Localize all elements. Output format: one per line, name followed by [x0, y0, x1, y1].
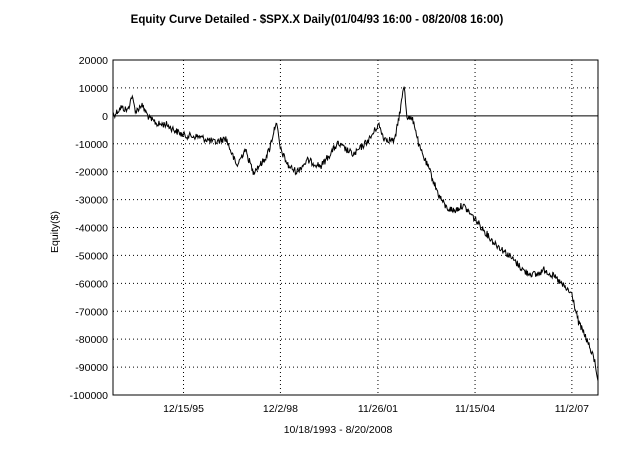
x-tick-label: 12/15/95 — [163, 403, 204, 415]
y-tick-label: -30000 — [75, 195, 108, 207]
x-axis-label: 10/18/1993 - 8/20/2008 — [284, 424, 393, 436]
grid-lines — [113, 60, 598, 395]
x-tick-label: 11/15/04 — [455, 403, 495, 415]
y-tick-label: -10000 — [75, 139, 108, 151]
y-tick-label: -20000 — [75, 167, 108, 179]
equity-curve-line — [112, 86, 599, 382]
y-tick-label: 20000 — [79, 55, 108, 67]
x-tick-label: 11/2/07 — [555, 403, 589, 415]
y-tick-label: -80000 — [75, 334, 108, 346]
y-axis-label: Equity($) — [49, 211, 61, 253]
x-tick-label: 11/26/01 — [358, 403, 398, 415]
y-tick-label: -40000 — [75, 223, 108, 235]
y-tick-label: 0 — [102, 111, 108, 123]
y-tick-label: -70000 — [75, 306, 108, 318]
y-tick-label: -60000 — [75, 278, 108, 290]
y-tick-label: -50000 — [75, 250, 108, 262]
y-tick-label: -100000 — [69, 390, 108, 402]
y-axis-ticks: 20000 10000 0 -10000 -20000 -30000 -40000 -5000… — [69, 55, 108, 402]
chart-title: Equity Curve Detailed - $SPX.X Daily(01/… — [131, 14, 504, 26]
y-tick-label: 10000 — [79, 83, 108, 95]
y-tick-label: -90000 — [75, 362, 108, 374]
x-axis-ticks: 12/15/95 12/2/98 11/26/01 11/15/04 11/2/07 — [163, 403, 589, 415]
plot-frame — [112, 59, 599, 396]
x-tick-label: 12/2/98 — [263, 403, 298, 415]
